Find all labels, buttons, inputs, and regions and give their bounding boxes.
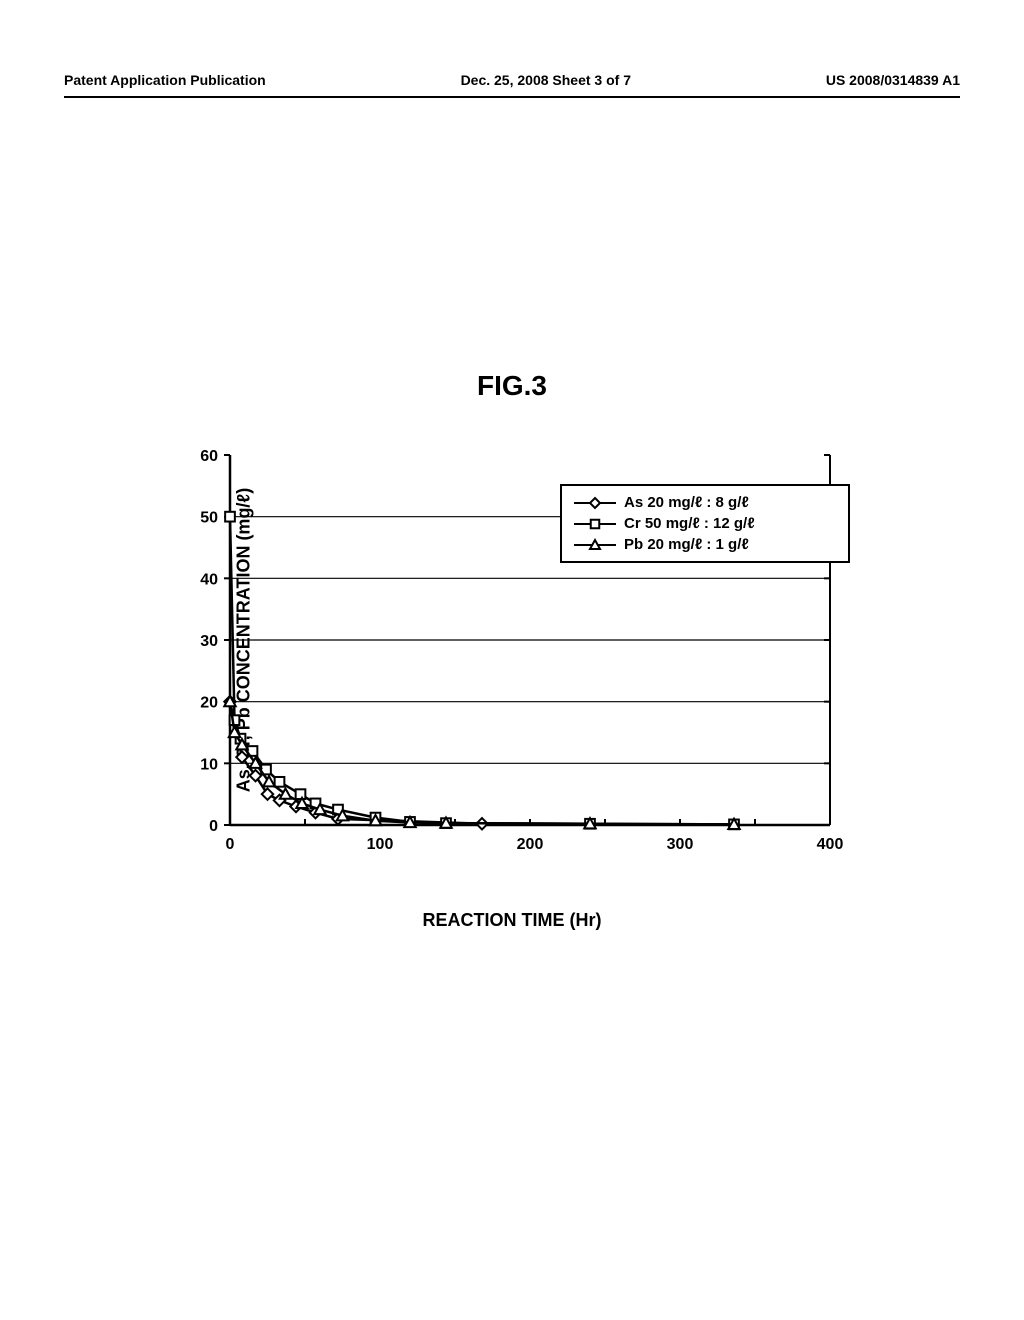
legend-label: Cr 50 mg/ℓ : 12 g/ℓ	[624, 515, 755, 532]
legend-item-as: As 20 mg/ℓ : 8 g/ℓ	[572, 492, 838, 513]
svg-text:60: 60	[200, 448, 218, 465]
header-rule	[64, 96, 960, 98]
header-right: US 2008/0314839 A1	[826, 72, 960, 88]
legend-item-cr: Cr 50 mg/ℓ : 12 g/ℓ	[572, 513, 838, 534]
legend-item-pb: Pb 20 mg/ℓ : 1 g/ℓ	[572, 534, 838, 555]
svg-text:30: 30	[200, 633, 218, 650]
figure-title: FIG.3	[0, 370, 1024, 402]
legend-label: As 20 mg/ℓ : 8 g/ℓ	[624, 494, 749, 511]
square-icon	[572, 517, 618, 531]
svg-text:200: 200	[517, 836, 544, 853]
diamond-icon	[572, 496, 618, 510]
svg-text:0: 0	[226, 836, 235, 853]
svg-text:0: 0	[209, 818, 218, 835]
svg-text:400: 400	[817, 836, 844, 853]
page-header: Patent Application Publication Dec. 25, …	[0, 72, 1024, 88]
svg-text:20: 20	[200, 695, 218, 712]
header-left: Patent Application Publication	[64, 72, 266, 88]
svg-text:40: 40	[200, 571, 218, 588]
svg-text:100: 100	[367, 836, 394, 853]
triangle-icon	[572, 538, 618, 552]
svg-text:300: 300	[667, 836, 694, 853]
header-center: Dec. 25, 2008 Sheet 3 of 7	[461, 72, 631, 88]
x-axis-title: REACTION TIME (Hr)	[0, 910, 1024, 931]
legend-label: Pb 20 mg/ℓ : 1 g/ℓ	[624, 536, 749, 553]
svg-text:50: 50	[200, 510, 218, 527]
svg-text:10: 10	[200, 756, 218, 773]
legend-box: As 20 mg/ℓ : 8 g/ℓ Cr 50 mg/ℓ : 12 g/ℓ P…	[560, 484, 850, 563]
